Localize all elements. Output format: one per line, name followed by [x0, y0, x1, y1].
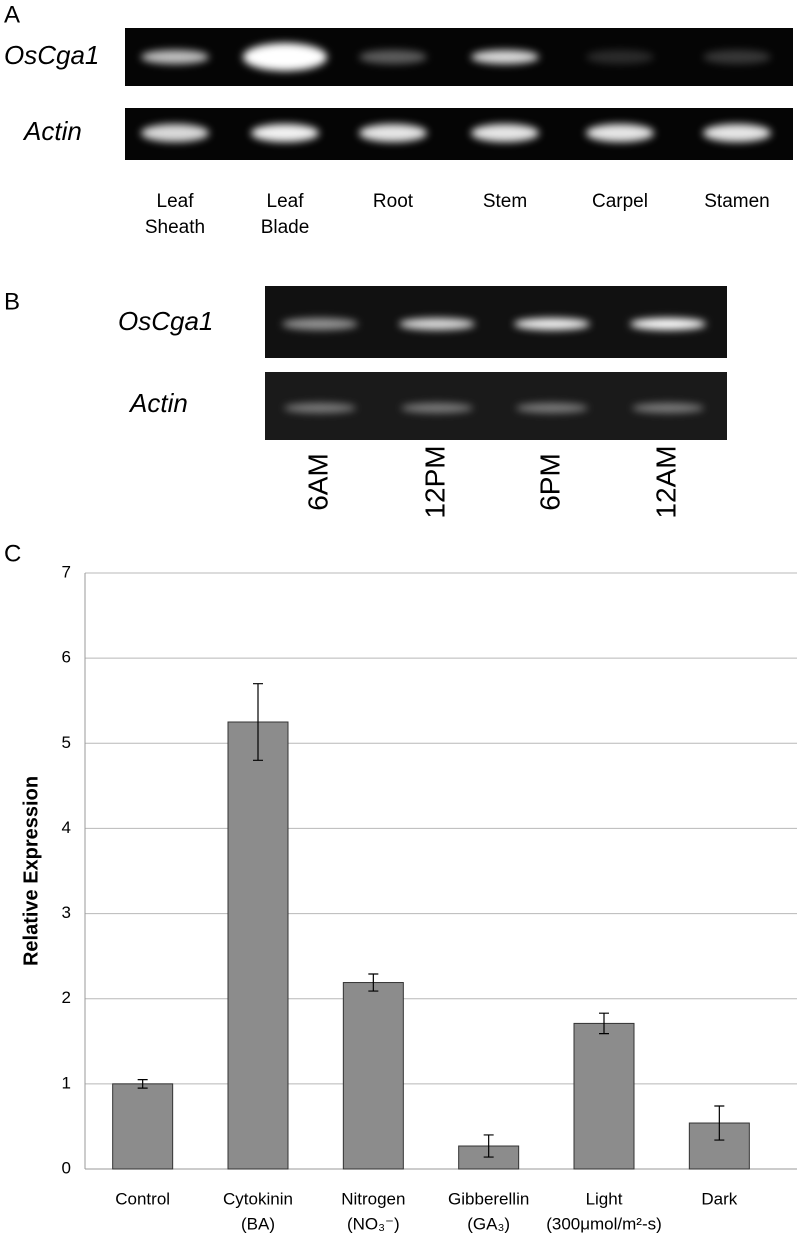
lane-label: Stamen [704, 191, 769, 212]
band [401, 403, 473, 413]
row-label: Actin [22, 116, 82, 146]
x-tick-label: (NO₃⁻) [347, 1214, 400, 1233]
band [359, 50, 427, 64]
row-label: Actin [128, 388, 188, 418]
band [251, 124, 319, 142]
band [630, 318, 706, 330]
band [359, 124, 427, 142]
panel-label: A [4, 1, 20, 28]
y-tick-label: 2 [62, 988, 71, 1007]
lane-label: Leaf [157, 191, 195, 212]
x-tick-label: (GA₃) [467, 1214, 510, 1233]
error-bar [599, 1012, 609, 1035]
x-tick-label: Control [115, 1189, 170, 1208]
error-bar [253, 683, 263, 761]
lane-label: Root [373, 191, 414, 212]
error-bar [137, 1079, 148, 1089]
y-tick-label: 3 [62, 903, 71, 922]
lane-label: Carpel [592, 191, 648, 212]
panel-label: B [4, 288, 20, 315]
band [141, 124, 209, 142]
x-tick-label: (300μmol/m²-s) [546, 1214, 662, 1233]
band [516, 403, 588, 413]
x-tick-label: Nitrogen [341, 1189, 405, 1208]
y-tick-label: 4 [62, 818, 71, 837]
lane-label: 12AM [650, 445, 681, 518]
y-tick-label: 7 [62, 562, 71, 581]
error-bar [714, 1105, 725, 1141]
band [399, 318, 475, 330]
band [514, 318, 590, 330]
y-tick-label: 1 [62, 1073, 71, 1092]
x-tick-label: Dark [701, 1189, 737, 1208]
gel [125, 28, 793, 86]
error-bar [483, 1134, 494, 1158]
row-label: OsCga1 [4, 40, 99, 70]
band [471, 124, 539, 142]
band [284, 403, 356, 413]
y-axis-label: Relative Expression [20, 776, 42, 966]
y-tick-label: 6 [62, 648, 71, 667]
error-bar [368, 973, 379, 992]
lane-label: Leaf [267, 191, 305, 212]
band [243, 43, 327, 71]
lane-label: 6PM [534, 453, 565, 511]
band [471, 50, 539, 64]
band [632, 403, 704, 413]
bar [112, 1083, 174, 1170]
gel [125, 108, 793, 160]
lane-label: Stem [483, 191, 527, 212]
lane-label: Sheath [145, 217, 205, 238]
lane-label: 12PM [419, 445, 450, 518]
band [586, 124, 654, 142]
bar [573, 1022, 635, 1170]
bar [342, 982, 404, 1170]
band [586, 50, 654, 64]
y-tick-label: 5 [62, 733, 71, 752]
bar [227, 721, 289, 1170]
band [141, 50, 209, 64]
band [282, 318, 358, 330]
lane-label: Blade [261, 217, 310, 238]
lane-label: 6AM [302, 453, 333, 511]
x-tick-label: Light [586, 1189, 623, 1208]
x-tick-label: Cytokinin [223, 1189, 293, 1208]
panel-label: C [4, 540, 21, 567]
x-tick-label: Gibberellin [448, 1189, 529, 1208]
x-tick-label: (BA) [241, 1214, 275, 1233]
y-tick-label: 0 [62, 1158, 71, 1177]
band [703, 50, 771, 64]
row-label: OsCga1 [118, 306, 213, 336]
band [703, 124, 771, 142]
